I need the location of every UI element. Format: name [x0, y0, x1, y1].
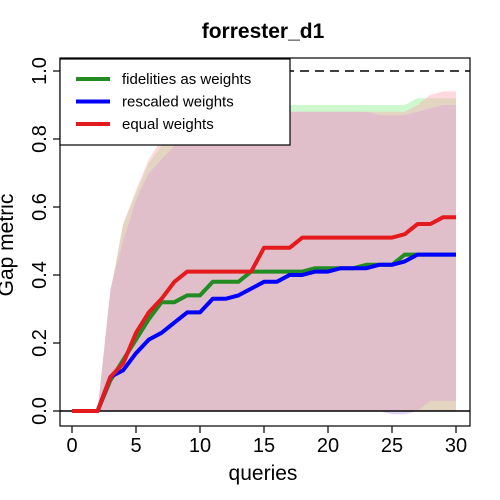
legend: fidelities as weights rescaled weights equ… [59, 58, 291, 146]
legend-label-2: equal weights [122, 116, 214, 133]
axes: 0 5 10 15 20 25 30 0.0 0.2 0.4 0.6 0.8 1.0 [29, 57, 471, 457]
x-tick-label-3: 15 [253, 435, 275, 457]
x-tick-label-6: 30 [445, 435, 467, 457]
x-tick-label-1: 5 [130, 435, 141, 457]
x-axis-label: queries [229, 462, 298, 485]
x-tick-label-2: 10 [189, 435, 211, 457]
x-tick-label-0: 0 [66, 435, 77, 457]
x-tick-label-4: 20 [317, 435, 339, 457]
y-tick-label-1: 0.2 [29, 329, 51, 357]
y-tick-label-0: 0.0 [29, 397, 51, 425]
band-series-0 [72, 98, 456, 411]
confidence-bands [72, 91, 456, 415]
y-tick-label-2: 0.4 [29, 261, 51, 289]
x-tick-label-5: 25 [381, 435, 403, 457]
legend-label-0: fidelities as weights [122, 71, 251, 88]
series-line-2 [72, 215, 456, 413]
y-tick-label-3: 0.6 [29, 193, 51, 221]
chart-title: forrester_d1 [202, 20, 325, 43]
plot-frame [59, 57, 471, 427]
legend-label-1: rescaled weights [122, 94, 234, 111]
y-axis-label: Gap metric [0, 194, 18, 297]
y-tick-label-5: 1.0 [29, 57, 51, 85]
y-tick-label-4: 0.8 [29, 125, 51, 153]
series-line-1 [72, 252, 456, 413]
band-series-1 [72, 105, 456, 415]
series-lines [72, 215, 456, 413]
